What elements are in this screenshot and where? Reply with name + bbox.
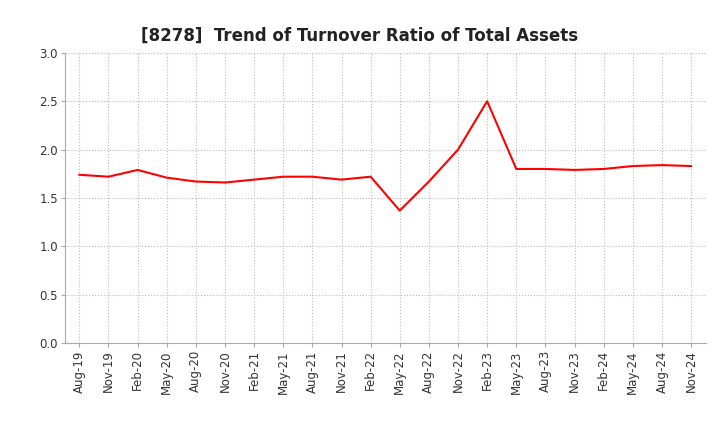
Text: [8278]  Trend of Turnover Ratio of Total Assets: [8278] Trend of Turnover Ratio of Total … xyxy=(141,26,579,44)
